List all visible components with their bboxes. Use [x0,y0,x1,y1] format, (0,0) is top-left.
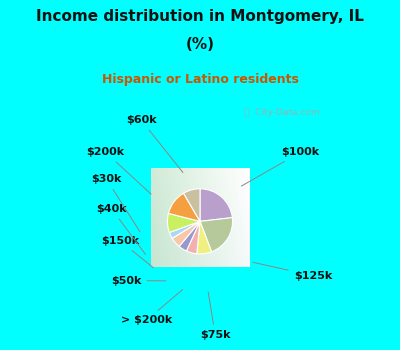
Text: Hispanic or Latino residents: Hispanic or Latino residents [102,73,298,86]
Wedge shape [197,222,212,254]
Text: $75k: $75k [200,292,230,340]
Text: $100k: $100k [242,147,320,186]
Text: $200k: $200k [86,147,151,194]
Wedge shape [184,189,200,222]
Wedge shape [200,189,232,222]
Wedge shape [172,222,200,246]
Wedge shape [168,214,200,232]
Wedge shape [200,218,232,252]
Text: $50k: $50k [111,275,166,286]
Text: $150k: $150k [101,236,154,268]
Text: $60k: $60k [126,115,183,173]
Text: > $200k: > $200k [121,290,182,325]
Text: (%): (%) [186,37,214,52]
Text: ⓘ  City-Data.com: ⓘ City-Data.com [244,108,320,117]
Text: $40k: $40k [96,204,146,254]
Wedge shape [179,222,200,251]
Wedge shape [186,222,200,254]
Text: Income distribution in Montgomery, IL: Income distribution in Montgomery, IL [36,9,364,24]
Text: $30k: $30k [92,174,140,232]
Wedge shape [168,193,200,222]
Text: $125k: $125k [253,262,332,281]
Wedge shape [169,222,200,238]
